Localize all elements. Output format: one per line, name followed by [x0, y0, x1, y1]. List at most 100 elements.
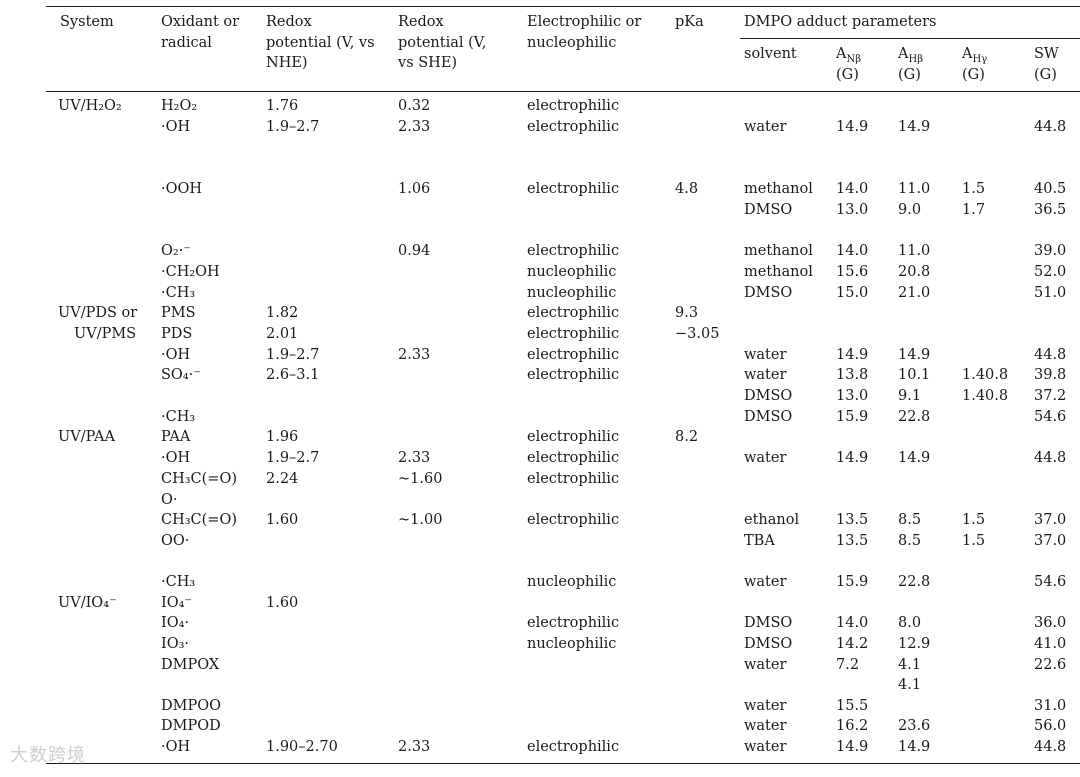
col-solvent: water	[744, 450, 787, 466]
col-oxidant: ·OH	[161, 450, 191, 466]
col-a-nbeta: 15.6	[836, 264, 869, 280]
col-a-nbeta: 14.9	[836, 119, 869, 135]
col-sw: 52.0	[1034, 264, 1067, 280]
col-redox-nhe: 2.6–3.1	[266, 367, 320, 383]
header-ahg-sub: Hγ	[972, 53, 988, 65]
header-anb-sub: Nβ	[846, 53, 862, 65]
col-solvent: water	[744, 718, 787, 734]
col-solvent: DMSO	[744, 636, 793, 652]
col-oxidant: PMS	[161, 305, 196, 321]
col-electrophilic: electrophilic	[527, 119, 620, 135]
col-redox-she: 2.33	[398, 347, 431, 363]
col-electrophilic: electrophilic	[527, 367, 620, 383]
col-a-hbeta: 9.1	[898, 388, 922, 404]
col-electrophilic: electrophilic	[527, 512, 620, 528]
col-oxidant: ·CH₃	[161, 285, 196, 301]
header-anb: ANβ (G)	[836, 44, 861, 85]
col-pka: 4.8	[675, 181, 699, 197]
col-a-hbeta: 12.9	[898, 636, 931, 652]
col-a-nbeta: 15.9	[836, 574, 869, 590]
header-sw-label: SW	[1034, 46, 1059, 62]
col-system: UV/PMS	[74, 326, 137, 342]
header-ahb: AHβ (G)	[898, 44, 923, 85]
col-solvent: water	[744, 574, 787, 590]
header-electrophilic: Electrophilic or nucleophilic	[527, 14, 642, 51]
col-oxidant: DMPOO	[161, 698, 222, 714]
header-redox-nhe: Redox potential (V, vs NHE)	[266, 14, 375, 72]
col-a-hgamma: 1.7	[962, 202, 986, 218]
col-system: UV/IO₄⁻	[58, 595, 117, 611]
col-sw: 40.5	[1034, 181, 1067, 197]
col-a-hbeta: 11.0	[898, 181, 931, 197]
header-system: System	[60, 14, 114, 30]
col-redox-nhe: 1.60	[266, 512, 299, 528]
col-oxidant: ·CH₃	[161, 409, 196, 425]
header-ahb-unit: (G)	[898, 66, 921, 83]
col-a-hgamma: 1.5	[962, 512, 986, 528]
col-redox-she: ~1.00	[398, 512, 443, 528]
col-oxidant: DMPOD	[161, 718, 221, 734]
col-a-hbeta: 14.9	[898, 347, 931, 363]
col-solvent: water	[744, 119, 787, 135]
col-sw: 39.0	[1034, 243, 1067, 259]
col-a-nbeta: 14.0	[836, 243, 869, 259]
col-a-hbeta: 4.1	[898, 677, 922, 693]
col-sw: 39.8	[1034, 367, 1067, 383]
col-oxidant: IO₃·	[161, 636, 190, 652]
col-oxidant: SO₄·⁻	[161, 367, 201, 383]
col-redox-she: 0.94	[398, 243, 431, 259]
col-electrophilic: electrophilic	[527, 243, 620, 259]
col-redox-nhe: 1.90–2.70	[266, 739, 338, 755]
header-solvent: solvent	[744, 46, 797, 62]
col-oxidant: H₂O₂	[161, 98, 198, 114]
col-solvent: DMSO	[744, 388, 793, 404]
col-redox-nhe: 1.82	[266, 305, 299, 321]
col-redox-nhe: 1.9–2.7	[266, 450, 320, 466]
col-pka: −3.05	[675, 326, 720, 342]
col-solvent: DMSO	[744, 202, 793, 218]
header-pka: pKa	[675, 14, 704, 30]
col-solvent: DMSO	[744, 285, 793, 301]
col-sw: 56.0	[1034, 718, 1067, 734]
header-ahb-symbol: A	[898, 46, 909, 62]
col-electrophilic: electrophilic	[527, 471, 620, 487]
col-sw: 36.0	[1034, 615, 1067, 631]
col-electrophilic: electrophilic	[527, 739, 620, 755]
col-a-nbeta: 14.0	[836, 615, 869, 631]
col-sw: 44.8	[1034, 347, 1067, 363]
header-ahg-symbol: A	[962, 46, 973, 62]
header-ahg: AHγ (G)	[962, 44, 987, 85]
col-solvent: water	[744, 739, 787, 755]
col-sw: 37.2	[1034, 388, 1067, 404]
col-electrophilic: nucleophilic	[527, 264, 617, 280]
col-oxidant: ·CH₂OH	[161, 264, 220, 280]
header-sw: SW (G)	[1034, 44, 1059, 85]
col-electrophilic: nucleophilic	[527, 285, 617, 301]
col-a-nbeta: 15.9	[836, 409, 869, 425]
col-redox-she: ~1.60	[398, 471, 443, 487]
col-electrophilic: electrophilic	[527, 305, 620, 321]
col-a-nbeta: 7.2	[836, 657, 860, 673]
col-a-hbeta: 8.5	[898, 512, 922, 528]
col-redox-she: 0.32	[398, 98, 431, 114]
col-redox-she: 2.33	[398, 739, 431, 755]
col-a-nbeta: 16.2	[836, 718, 869, 734]
header-anb-symbol: A	[836, 46, 847, 62]
bottom-rule	[46, 763, 1080, 764]
top-rule	[46, 6, 1080, 7]
col-sw: 36.5	[1034, 202, 1067, 218]
col-redox-nhe: 1.60	[266, 595, 299, 611]
col-redox-nhe: 1.76	[266, 98, 299, 114]
col-solvent: water	[744, 698, 787, 714]
col-oxidant: ·OH	[161, 739, 191, 755]
col-a-nbeta: 13.5	[836, 512, 869, 528]
col-a-nbeta: 13.0	[836, 388, 869, 404]
col-sw: 41.0	[1034, 636, 1067, 652]
header-redox-she: Redox potential (V, vs SHE)	[398, 14, 487, 72]
header-ahg-unit: (G)	[962, 66, 985, 83]
dmpo-sub-rule	[740, 38, 1080, 39]
col-solvent: DMSO	[744, 615, 793, 631]
col-electrophilic: electrophilic	[527, 429, 620, 445]
col-oxidant: O₂·⁻	[161, 243, 191, 259]
header-bottom-rule	[46, 91, 1080, 92]
